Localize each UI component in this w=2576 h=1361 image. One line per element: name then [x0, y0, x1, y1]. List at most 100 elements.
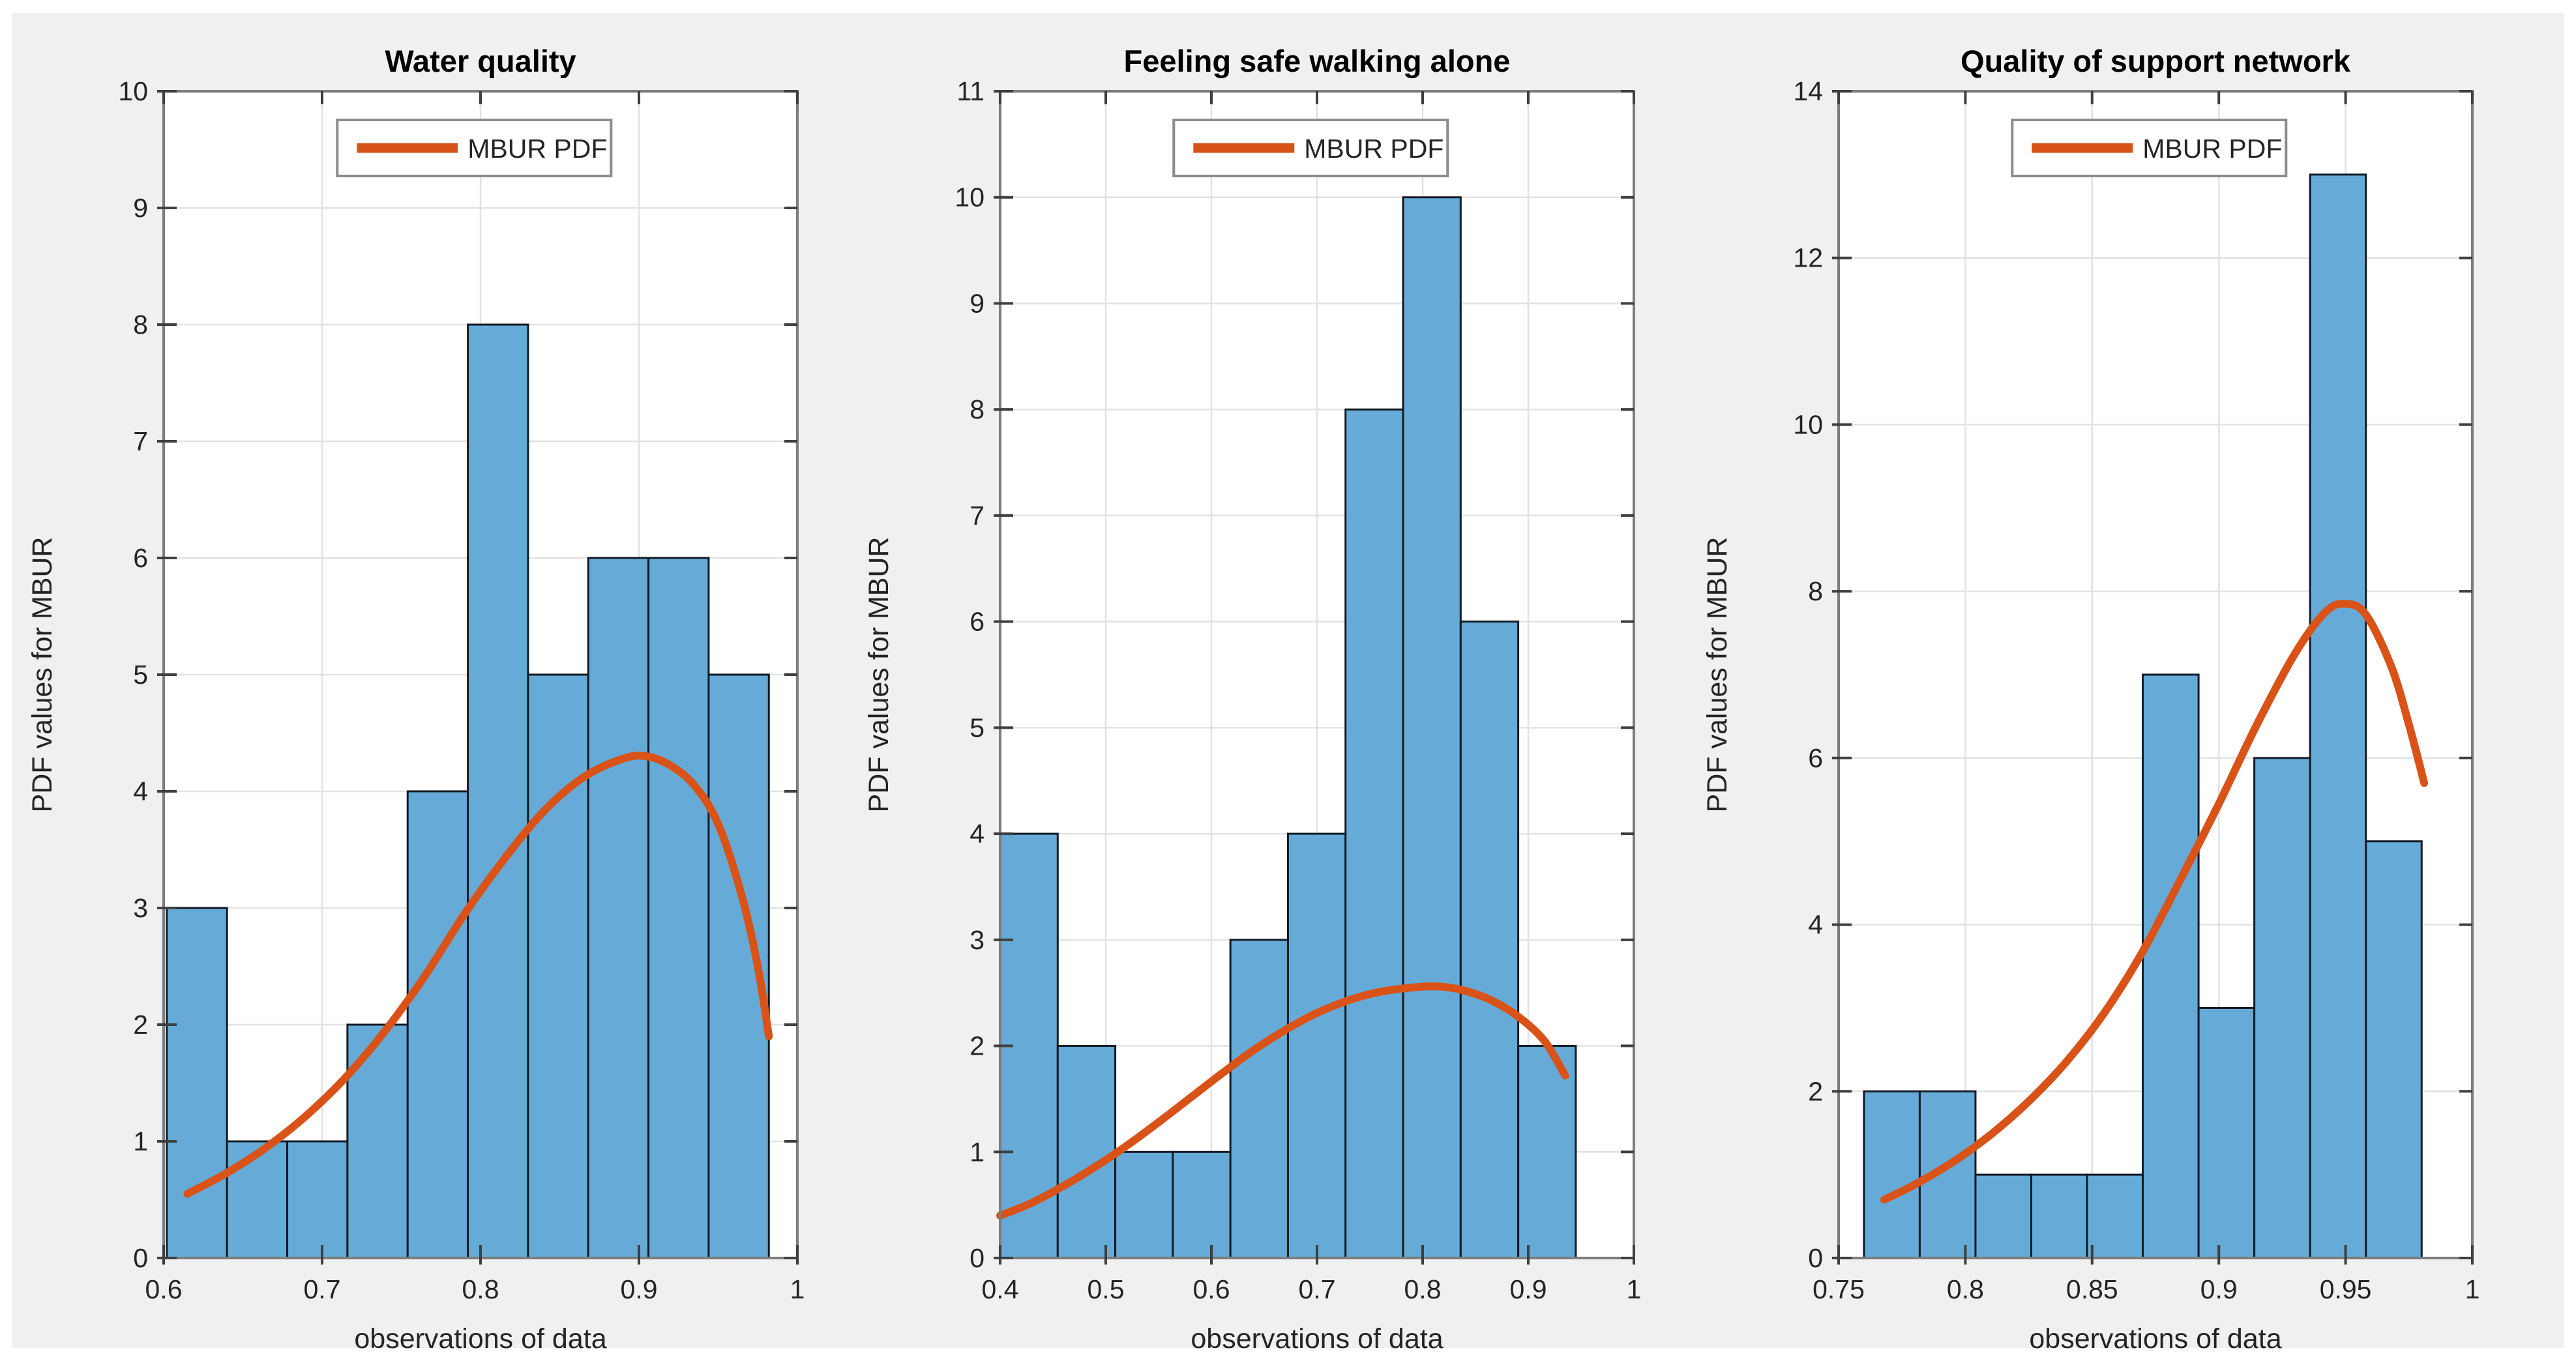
- y-tick-label: 0: [970, 1243, 985, 1273]
- plot-title: Feeling safe walking alone: [1124, 44, 1511, 78]
- x-tick-label: 0.5: [1088, 1274, 1125, 1304]
- x-tick-label: 1: [2465, 1274, 2480, 1304]
- x-tick-label: 0.8: [462, 1274, 499, 1304]
- y-tick-label: 3: [133, 893, 148, 923]
- y-tick-label: 5: [970, 712, 985, 742]
- y-tick-label: 9: [970, 288, 985, 318]
- y-tick-label: 8: [133, 310, 148, 340]
- histogram-bar: [527, 673, 589, 1259]
- histogram-bar: [1172, 1150, 1232, 1259]
- legend: MBUR PDF: [1172, 119, 1449, 177]
- x-tick-label: 0.6: [145, 1274, 183, 1304]
- x-tick-label: 0.7: [1299, 1274, 1336, 1304]
- y-tick-label: 2: [1808, 1076, 1823, 1106]
- x-tick-label: 0.95: [2320, 1274, 2372, 1304]
- histogram-bar: [1459, 621, 1520, 1259]
- tick-marks: [1832, 90, 2474, 1265]
- x-axis-label: observations of data: [2029, 1323, 2281, 1354]
- y-axis-label: PDF values for MBUR: [863, 537, 895, 813]
- histogram-bar: [1402, 196, 1462, 1259]
- y-tick-labels: 0 1 2 3 4 5 6 7 8 9 10: [118, 76, 148, 1273]
- histogram-bar: [2197, 1006, 2256, 1259]
- x-tick-label: 0.9: [1510, 1274, 1547, 1304]
- x-tick-label: 0.9: [621, 1274, 658, 1304]
- pdf-curve: [996, 982, 1569, 1220]
- plot-title: Water quality: [385, 44, 576, 78]
- x-axis-label: observations of data: [1191, 1323, 1443, 1354]
- x-tick-labels: 0.6 0.7 0.8 0.9 1: [145, 1274, 805, 1304]
- y-tick-label: 1: [970, 1137, 985, 1167]
- y-tick-label: 8: [970, 394, 985, 424]
- x-tick-label: 0.7: [304, 1274, 341, 1304]
- y-tick-label: 6: [133, 543, 148, 573]
- y-tick-label: 0: [1808, 1243, 1823, 1273]
- tick-marks: [994, 90, 1635, 1265]
- x-tick-label: 0.8: [1404, 1274, 1442, 1304]
- histogram-bar: [2253, 757, 2311, 1259]
- histogram-bar: [1114, 1150, 1174, 1259]
- x-tick-label: 0.6: [1193, 1274, 1230, 1304]
- histogram-bar: [1344, 408, 1404, 1259]
- y-tick-label: 14: [1793, 76, 1823, 106]
- x-axis-label: observations of data: [354, 1323, 606, 1354]
- histogram-bar: [1974, 1173, 2032, 1259]
- legend: MBUR PDF: [2011, 119, 2288, 177]
- histogram-bar: [286, 1140, 349, 1259]
- histogram-bar: [226, 1140, 289, 1259]
- y-tick-labels: 0 2 4 6 8 10 12 14: [1793, 76, 1823, 1273]
- histogram-bar: [1286, 832, 1347, 1259]
- histogram-bar: [1229, 939, 1289, 1259]
- histogram-bar: [406, 790, 469, 1259]
- histogram-bar: [2309, 173, 2367, 1259]
- y-tick-label: 6: [1808, 743, 1823, 773]
- x-tick-label: 0.9: [2200, 1274, 2238, 1304]
- y-tick-label: 3: [970, 925, 985, 955]
- x-tick-labels: 0.75 0.8 0.85 0.9 0.95 1: [1813, 1274, 2480, 1304]
- histogram-bar: [2086, 1173, 2144, 1259]
- y-tick-label: 12: [1793, 243, 1823, 273]
- x-tick-labels: 0.4 0.5 0.6 0.7 0.8 0.9 1: [982, 1274, 1642, 1304]
- histogram-bar: [647, 557, 710, 1259]
- pdf-curve: [183, 752, 773, 1198]
- legend-label: MBUR PDF: [2142, 134, 2282, 164]
- y-tick-label: 0: [133, 1243, 148, 1273]
- y-axis-label: PDF values for MBUR: [27, 537, 58, 813]
- histogram-bar: [587, 557, 650, 1259]
- y-tick-label: 5: [133, 660, 148, 690]
- y-tick-label: 7: [133, 426, 148, 456]
- y-tick-label: 10: [118, 76, 148, 106]
- histogram-bar: [1056, 1045, 1117, 1259]
- y-tick-label: 10: [955, 183, 985, 212]
- y-tick-label: 11: [956, 76, 985, 106]
- legend: MBUR PDF: [336, 119, 613, 177]
- histogram-bar: [1863, 1090, 1921, 1259]
- x-tick-label: 1: [1627, 1274, 1642, 1304]
- y-tick-label: 4: [1808, 910, 1823, 940]
- y-tick-label: 8: [1808, 576, 1823, 606]
- y-tick-label: 4: [133, 776, 148, 806]
- legend-label: MBUR PDF: [467, 134, 607, 164]
- histogram-bar: [346, 1023, 409, 1259]
- y-tick-label: 1: [133, 1126, 148, 1156]
- legend-label: MBUR PDF: [1304, 134, 1443, 164]
- histogram-bar: [467, 323, 529, 1259]
- y-tick-label: 6: [970, 607, 985, 637]
- histogram-bar: [2365, 840, 2423, 1259]
- histogram-bars: [166, 323, 770, 1259]
- tick-marks: [157, 90, 799, 1265]
- x-tick-label: 0.8: [1947, 1274, 1984, 1304]
- histogram-bar: [2030, 1173, 2088, 1259]
- x-tick-label: 1: [790, 1274, 805, 1304]
- x-tick-label: 0.85: [2066, 1274, 2118, 1304]
- y-tick-labels: 0 1 2 3 4 5 6 7 8 9 10 11: [955, 76, 985, 1273]
- y-axis-label: PDF values for MBUR: [1702, 537, 1733, 813]
- y-tick-label: 7: [970, 501, 985, 531]
- y-tick-label: 4: [970, 819, 985, 849]
- x-tick-label: 0.4: [982, 1274, 1019, 1304]
- chart-feeling-safe-walking-alone: 0.4 0.5 0.6 0.7 0.8 0.9 101234567891011Feeling…: [863, 44, 1642, 1354]
- y-tick-label: 9: [133, 193, 148, 223]
- x-tick-label: 0.75: [1813, 1274, 1865, 1304]
